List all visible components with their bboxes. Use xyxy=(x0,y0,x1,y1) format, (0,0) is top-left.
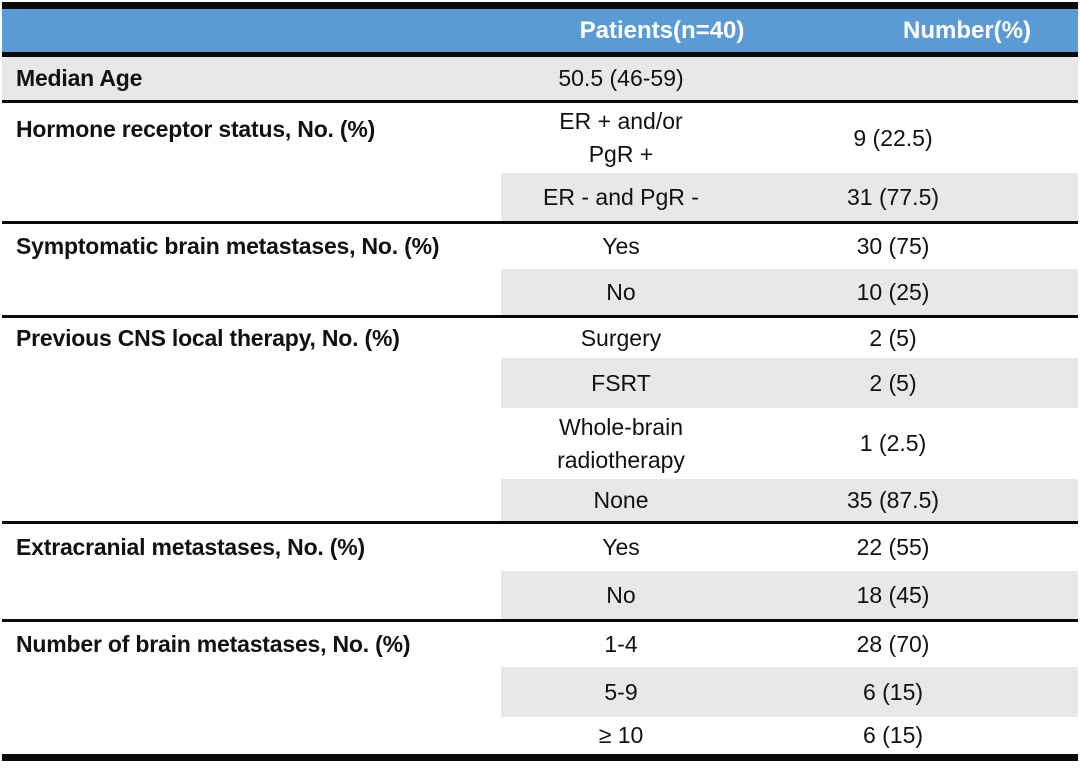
patients-cell: None xyxy=(593,486,649,513)
number-cell: 31 (77.5) xyxy=(846,183,940,210)
number-cell: 1 (2.5) xyxy=(859,430,927,456)
row-group-label: Previous CNS local therapy, No. (%) xyxy=(2,318,501,358)
number-cell xyxy=(741,57,1078,100)
row-group-label: Hormone receptor status, No. (%) xyxy=(2,103,501,173)
number-cell: 28 (70) xyxy=(856,631,930,657)
section-divider xyxy=(2,315,1078,318)
number-cell: 10 (25) xyxy=(856,278,930,305)
table-row-hormone-er-positive: Hormone receptor status, No. (%) ER + an… xyxy=(2,103,1078,173)
patients-cell: Surgery xyxy=(580,324,662,351)
patients-cell: 50.5 (46-59) xyxy=(558,65,684,91)
table-row-cns-surgery: Previous CNS local therapy, No. (%) Surg… xyxy=(2,318,1078,358)
table-row-brainmets-1-4: Number of brain metastases, No. (%) 1-4 … xyxy=(2,622,1078,667)
number-cell: 6 (15) xyxy=(862,678,924,705)
patient-characteristics-table: Patients(n=40) Number(%) Median Age 50.5… xyxy=(2,2,1078,761)
patients-cell: FSRT xyxy=(591,369,651,396)
number-cell: 2 (5) xyxy=(869,324,917,351)
table-row-cns-fsrt: FSRT 2 (5) xyxy=(2,358,1078,408)
section-divider xyxy=(2,619,1078,622)
section-divider xyxy=(2,100,1078,103)
patients-cell: ER + and/or PgR + xyxy=(559,108,683,167)
row-group-label: Number of brain metastases, No. (%) xyxy=(2,622,501,667)
patients-cell: No xyxy=(606,278,636,305)
number-cell: 22 (55) xyxy=(856,534,930,560)
table-row-brainmets-5-9: 5-9 6 (15) xyxy=(2,667,1078,717)
patients-cell: No xyxy=(606,581,636,608)
number-cell: 35 (87.5) xyxy=(846,486,940,513)
patients-cell: Whole-brain radiotherapy xyxy=(557,413,685,473)
patients-cell: ER - and PgR - xyxy=(543,183,699,210)
column-header-patients: Patients(n=40) xyxy=(579,17,745,44)
section-divider xyxy=(2,221,1078,224)
table-row-symptomatic-yes: Symptomatic brain metastases, No. (%) Ye… xyxy=(2,224,1078,269)
patients-cell: ≥ 10 xyxy=(598,722,644,748)
top-border xyxy=(2,2,1078,9)
row-group-label: Symptomatic brain metastases, No. (%) xyxy=(2,224,501,269)
section-divider xyxy=(2,521,1078,524)
table-row-symptomatic-no: No 10 (25) xyxy=(2,269,1078,315)
number-cell: 2 (5) xyxy=(869,369,917,396)
row-group-label: Extracranial metastases, No. (%) xyxy=(2,524,501,571)
number-cell: 30 (75) xyxy=(856,233,930,259)
table-row-brainmets-10plus: ≥ 10 6 (15) xyxy=(2,717,1078,754)
number-cell: 6 (15) xyxy=(862,722,924,748)
patients-cell: Yes xyxy=(602,233,640,259)
bottom-border xyxy=(2,754,1078,761)
table-row-cns-wbrt: Whole-brain radiotherapy 1 (2.5) xyxy=(2,408,1078,479)
row-group-label: Median Age xyxy=(2,57,501,100)
table-row-median-age: Median Age 50.5 (46-59) xyxy=(2,57,1078,100)
patients-cell: 1-4 xyxy=(604,631,638,657)
table-row-cns-none: None 35 (87.5) xyxy=(2,479,1078,521)
header-divider xyxy=(2,52,1078,57)
table-row-hormone-er-negative: ER - and PgR - 31 (77.5) xyxy=(2,173,1078,221)
patients-cell: Yes xyxy=(602,534,640,560)
table-row-extracranial-no: No 18 (45) xyxy=(2,571,1078,619)
number-cell: 18 (45) xyxy=(856,581,930,608)
patients-cell: 5-9 xyxy=(604,678,638,705)
number-cell: 9 (22.5) xyxy=(853,124,933,151)
table-header-row: Patients(n=40) Number(%) xyxy=(2,9,1078,52)
table-row-extracranial-yes: Extracranial metastases, No. (%) Yes 22 … xyxy=(2,524,1078,571)
column-header-number: Number(%) xyxy=(902,17,1031,44)
